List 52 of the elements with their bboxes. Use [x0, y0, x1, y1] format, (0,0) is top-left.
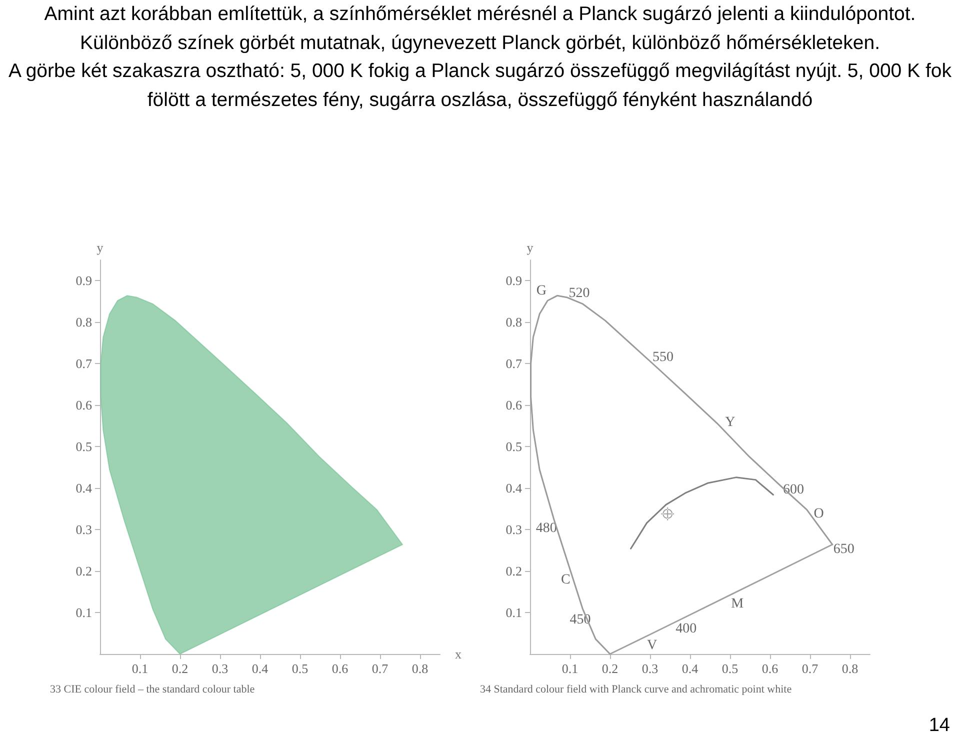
y-tick-label: 0.9	[76, 273, 92, 288]
x-tick-label: 0.6	[332, 661, 349, 676]
y-tick-label: 0.5	[506, 439, 522, 454]
annotation: 650	[833, 542, 854, 558]
x-tick-label: 0.4	[682, 661, 699, 676]
x-tick-label: 0.1	[562, 661, 578, 676]
text: 34 Standard colour field with Planck curve and achromatic point white	[480, 684, 792, 696]
y-tick-label: 0.7	[76, 356, 92, 372]
annotation: O	[814, 506, 824, 522]
y-tick-label: 0.5	[76, 439, 92, 454]
text: 33 CIE colour field – the standard colour table	[50, 684, 255, 696]
y-tick-label: 0.4	[76, 480, 92, 496]
annotation: Y	[725, 415, 736, 430]
y-tick-label: 0.3	[506, 522, 522, 538]
x-tick-label: 0.2	[602, 661, 618, 676]
x-axis-title: x	[455, 646, 462, 662]
x-tick-label: 0.5	[722, 661, 738, 676]
y-tick-label: 0.6	[76, 398, 92, 413]
x-tick-label: 0.4	[252, 661, 269, 676]
y-tick-label: 0.2	[76, 564, 92, 579]
y-tick-label: 0.1	[76, 605, 92, 620]
x-tick-label: 0.8	[412, 661, 428, 676]
y-axis-title: y	[526, 240, 534, 255]
annotation: 400	[676, 622, 697, 637]
annotation: M	[731, 596, 744, 612]
y-tick-label: 0.8	[76, 314, 92, 330]
y-tick-label: 0.8	[506, 314, 522, 330]
x-tick-label: 0.8	[842, 661, 858, 676]
x-tick-label: 0.3	[212, 661, 228, 676]
x-tick-label: 0.1	[132, 661, 148, 676]
annotation: G	[536, 283, 546, 298]
annotation: 520	[568, 286, 590, 301]
y-tick-label: 0.9	[506, 273, 522, 288]
y-tick-label: 0.3	[76, 522, 92, 538]
x-tick-label: 0.3	[642, 661, 658, 676]
y-tick-label: 0.2	[506, 564, 522, 579]
x-tick-label: 0.5	[292, 661, 308, 676]
text: Amint azt korábban említettük, a színhőmérséklet mérésnél a Planck sugárzó jelenti a kiindulópontot. Különböző színek görbét mutatnak, úgynevezett Planck görbét, különböző hőmérsékleteken. A görbe két szakaszra osztható: 5, 000 K fokig a Planck sugárzó összefüggő megvilágítást nyújt. 5, 000 K fok fölött a természetes fény, sugárra oszlása, összefüggő fényként használandó	[7, 2, 953, 112]
y-tick-label: 0.7	[506, 356, 522, 372]
annotation: V	[646, 638, 658, 653]
annotation: 600	[783, 482, 804, 498]
y-tick-label: 0.1	[506, 605, 522, 620]
y-axis-title: y	[96, 240, 104, 255]
y-tick-label: 0.6	[506, 398, 522, 413]
x-tick-label: 0.7	[372, 661, 389, 676]
x-tick-label: 0.6	[762, 661, 779, 676]
x-tick-label: 0.2	[172, 661, 188, 676]
annotation: 550	[652, 350, 674, 366]
annotation: C	[561, 572, 570, 588]
y-tick-label: 0.4	[506, 480, 522, 496]
text: 14	[928, 715, 950, 737]
x-tick-label: 0.7	[802, 661, 819, 676]
